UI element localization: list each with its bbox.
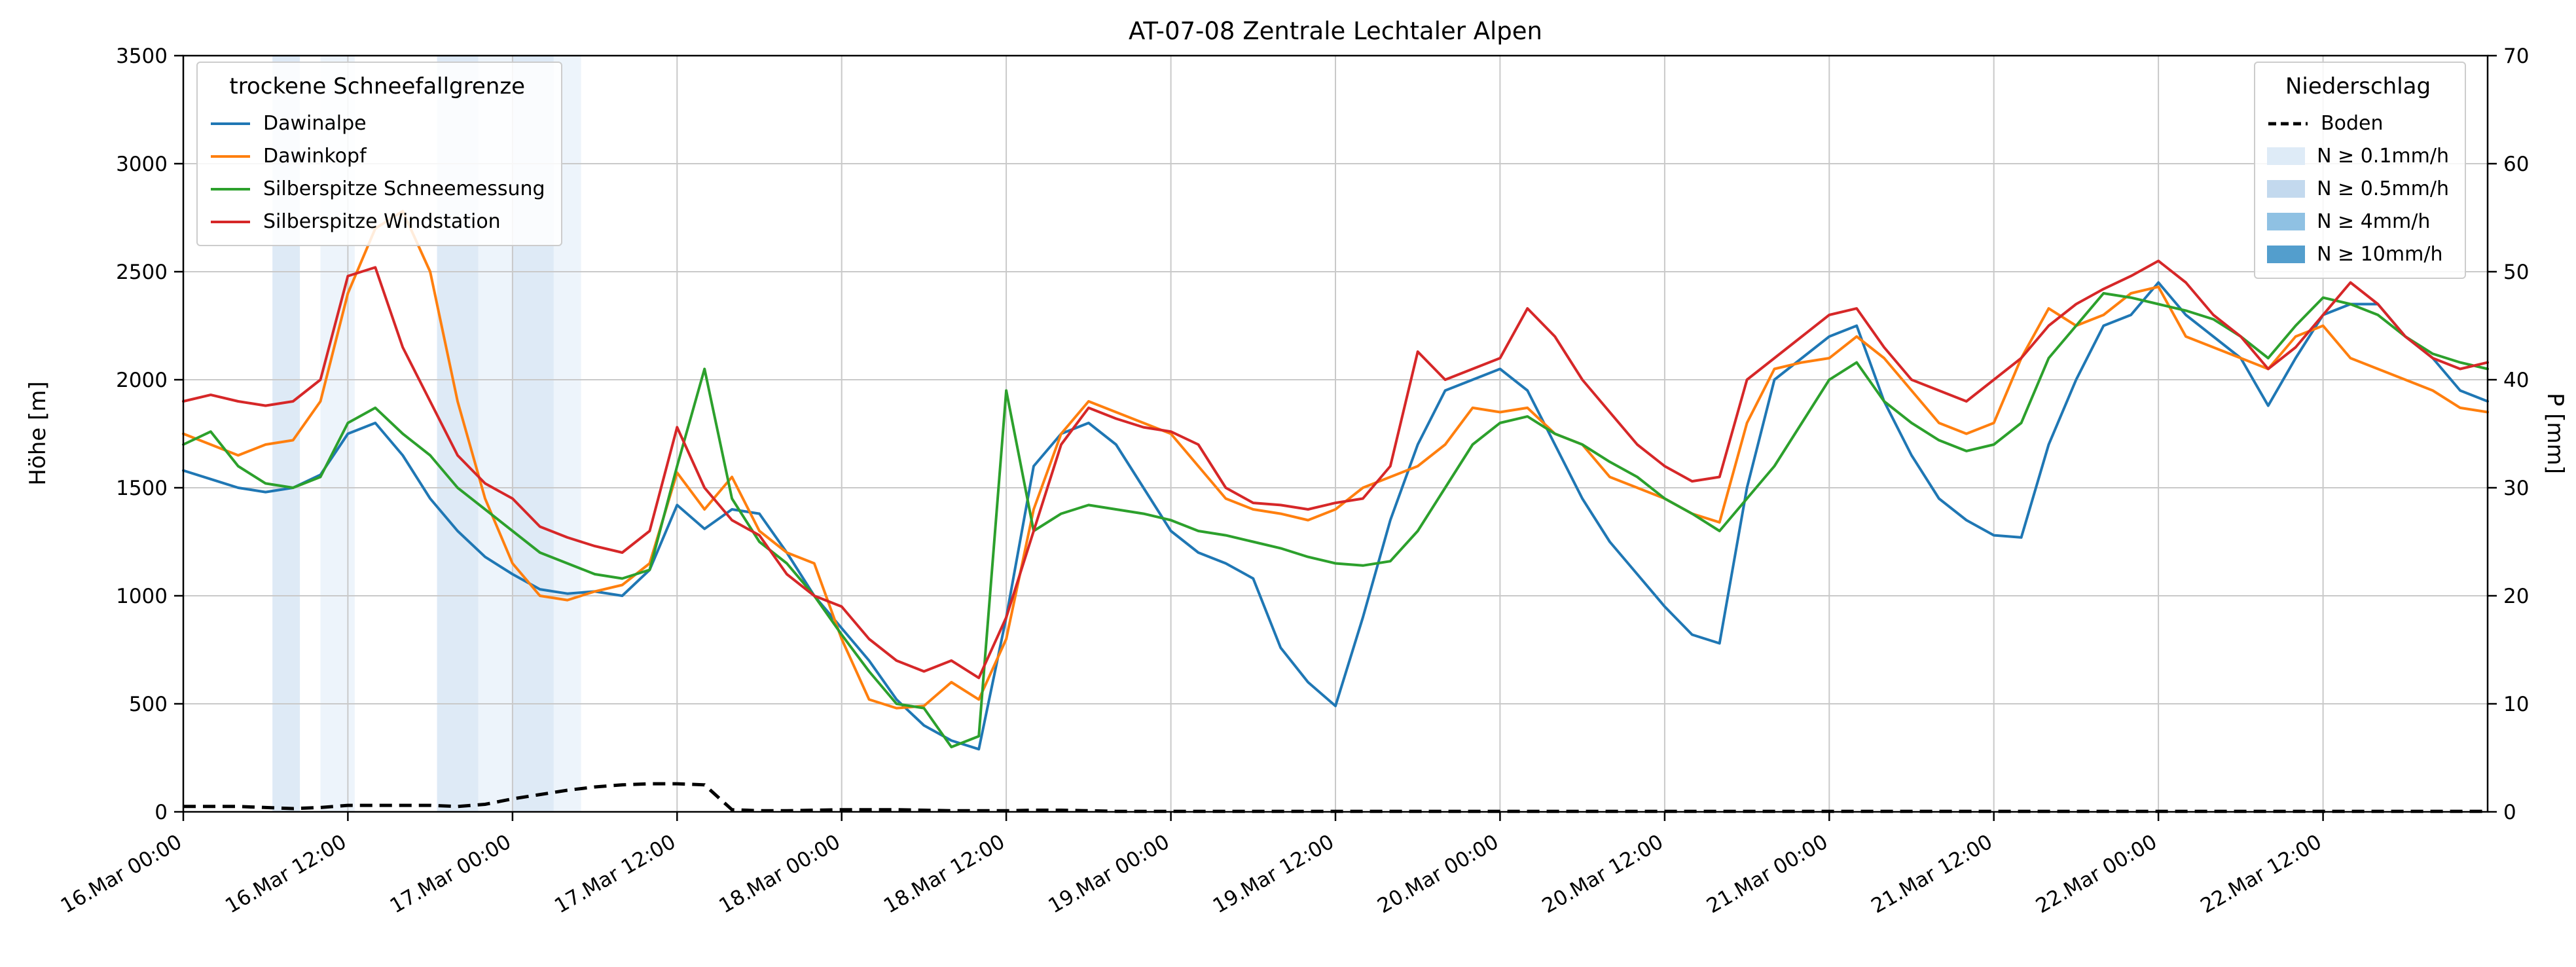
series-line-dawinkopf: [182, 210, 2489, 710]
legend-label-precip-4: N ≥ 4mm/h: [2317, 210, 2431, 233]
legend-item-precip-10: N ≥ 10mm/h: [2267, 243, 2449, 266]
x-tick-label: 17.Mar 00:00: [386, 830, 515, 919]
y-tick-label-left: 2000: [116, 369, 168, 392]
legend-item-dawinalpe: Dawinalpe: [209, 112, 545, 135]
y-axis-label-left: Höhe [m]: [25, 381, 51, 486]
y-tick-label-left: 1500: [116, 477, 168, 500]
legend-label-dawinkopf: Dawinkopf: [263, 145, 367, 168]
legend-label-precip-05: N ≥ 0.5mm/h: [2317, 177, 2449, 200]
x-tick-label: 16.Mar 12:00: [221, 830, 350, 919]
silberspitze-windstation-line-icon: [211, 220, 250, 223]
precip-05-patch-icon: [2267, 180, 2306, 198]
legend-item-boden: Boden: [2267, 112, 2449, 135]
y-tick-label-left: 1000: [116, 585, 168, 608]
legend-label-precip-01: N ≥ 0.1mm/h: [2317, 145, 2449, 168]
precip-10-patch-icon: [2267, 246, 2306, 263]
legend-label-dawinalpe: Dawinalpe: [263, 112, 367, 135]
legend-niederschlag: Niederschlag Boden N ≥ 0.1mm/h N ≥ 0.5mm…: [2254, 62, 2466, 279]
precip-4-patch-icon: [2267, 213, 2306, 230]
legend-item-precip-05: N ≥ 0.5mm/h: [2267, 177, 2449, 200]
y-tick-label-right: 50: [2503, 261, 2529, 284]
boden-dashed-line-icon: [2268, 122, 2308, 125]
y-tick-label-right: 70: [2503, 45, 2529, 68]
y-tick-label-left: 3000: [116, 153, 168, 176]
series-line-silberspitze-windstation: [182, 259, 2489, 680]
x-tick-label: 22.Mar 12:00: [2196, 830, 2325, 919]
legend-label-boden: Boden: [2321, 112, 2384, 135]
y-tick-label-right: 40: [2503, 369, 2529, 392]
legend-item-silberspitze-schneemessung: Silberspitze Schneemessung: [209, 177, 545, 200]
series-line-dawinalpe: [182, 281, 2489, 751]
legend-niederschlag-title: Niederschlag: [2285, 73, 2431, 100]
dawinkopf-line-icon: [211, 155, 250, 158]
x-tick-label: 22.Mar 00:00: [2032, 830, 2161, 919]
legend-label-silberspitze-windstation: Silberspitze Windstation: [263, 210, 501, 233]
x-tick-label: 18.Mar 12:00: [880, 830, 1009, 919]
y-axis-label-right: P [mm]: [2542, 392, 2568, 475]
legend-schneefallgrenze: trockene Schneefallgrenze Dawinalpe Dawi…: [196, 62, 562, 246]
dawinalpe-line-icon: [211, 122, 250, 125]
legend-item-silberspitze-windstation: Silberspitze Windstation: [209, 210, 545, 233]
y-tick-label-left: 0: [154, 801, 168, 824]
x-tick-label: 21.Mar 00:00: [1703, 830, 1832, 919]
y-tick-label-right: 0: [2503, 801, 2516, 824]
precip-01-patch-icon: [2267, 147, 2306, 165]
x-tick-label: 20.Mar 00:00: [1373, 830, 1502, 919]
x-tick-label: 17.Mar 12:00: [551, 830, 680, 919]
x-tick-label: 20.Mar 12:00: [1538, 830, 1667, 919]
y-tick-label-right: 10: [2503, 693, 2529, 716]
x-tick-label: 16.Mar 00:00: [57, 830, 186, 919]
y-tick-label-right: 60: [2503, 153, 2529, 176]
x-tick-label: 19.Mar 12:00: [1209, 830, 1338, 919]
y-tick-label-left: 3500: [116, 45, 168, 68]
series-line-silberspitze-schneemessung: [182, 292, 2489, 748]
legend-item-precip-4: N ≥ 4mm/h: [2267, 210, 2449, 233]
x-tick-label: 21.Mar 12:00: [1867, 830, 1996, 919]
y-tick-label-right: 20: [2503, 585, 2529, 608]
chart-title: AT-07-08 Zentrale Lechtaler Alpen: [1128, 17, 1543, 45]
legend-item-precip-01: N ≥ 0.1mm/h: [2267, 145, 2449, 168]
y-tick-label-right: 30: [2503, 477, 2529, 500]
legend-label-precip-10: N ≥ 10mm/h: [2317, 243, 2443, 266]
y-tick-label-left: 500: [129, 693, 168, 716]
silberspitze-schneemessung-line-icon: [211, 187, 250, 191]
legend-item-dawinkopf: Dawinkopf: [209, 145, 545, 168]
x-tick-label: 18.Mar 00:00: [715, 830, 844, 919]
y-tick-label-left: 2500: [116, 261, 168, 284]
x-tick-label: 19.Mar 00:00: [1044, 830, 1173, 919]
legend-label-silberspitze-schneemessung: Silberspitze Schneemessung: [263, 177, 545, 200]
legend-schneefallgrenze-title: trockene Schneefallgrenze: [229, 73, 526, 100]
